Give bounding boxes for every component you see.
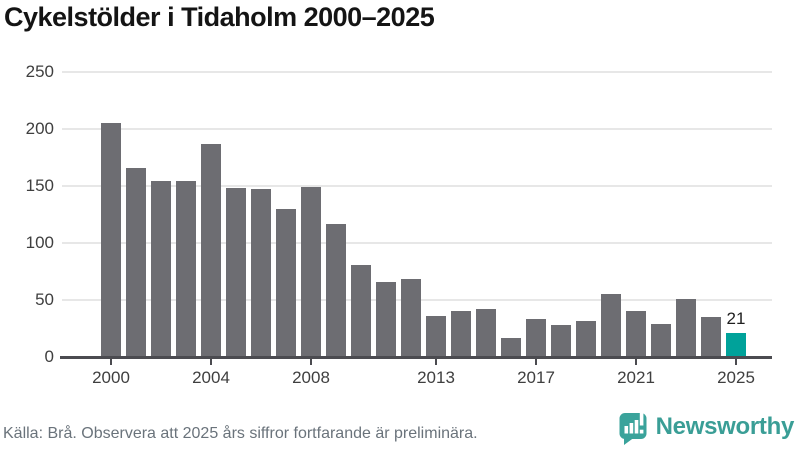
bar bbox=[176, 181, 196, 357]
y-axis-label: 250 bbox=[25, 62, 54, 81]
bar bbox=[126, 168, 146, 357]
y-axis-label: 0 bbox=[44, 347, 54, 366]
y-axis-label: 50 bbox=[35, 290, 54, 309]
x-axis-line bbox=[60, 356, 772, 359]
x-tick-label: 2008 bbox=[292, 368, 330, 387]
gridline bbox=[62, 242, 772, 244]
bar bbox=[501, 338, 521, 357]
bar bbox=[576, 321, 596, 357]
bar bbox=[376, 282, 396, 357]
gridline bbox=[62, 185, 772, 187]
bar bbox=[601, 294, 621, 357]
x-tick-label: 2025 bbox=[717, 368, 755, 387]
y-axis-label: 150 bbox=[25, 176, 54, 195]
source-note: Källa: Brå. Observera att 2025 års siffr… bbox=[3, 425, 478, 442]
bar bbox=[676, 299, 696, 357]
bar bbox=[276, 209, 296, 357]
bar bbox=[326, 224, 346, 357]
x-tick bbox=[310, 359, 312, 365]
bar bbox=[301, 187, 321, 357]
x-tick bbox=[735, 359, 737, 365]
bar bbox=[476, 309, 496, 357]
bar bbox=[526, 319, 546, 357]
x-tick-label: 2013 bbox=[417, 368, 455, 387]
bar bbox=[451, 311, 471, 357]
bar bbox=[201, 144, 221, 357]
x-tick-label: 2021 bbox=[617, 368, 655, 387]
x-tick-label: 2017 bbox=[517, 368, 555, 387]
bar bbox=[626, 311, 646, 357]
bar bbox=[651, 324, 671, 357]
bar-highlight bbox=[726, 333, 746, 357]
gridline bbox=[62, 71, 772, 73]
bar bbox=[251, 189, 271, 357]
x-tick bbox=[535, 359, 537, 365]
y-axis-label: 100 bbox=[25, 233, 54, 252]
newsworthy-logo-icon bbox=[619, 408, 648, 445]
brand-name: Newsworthy bbox=[655, 412, 795, 440]
x-tick bbox=[110, 359, 112, 365]
bar bbox=[701, 317, 721, 357]
bar bbox=[151, 181, 171, 357]
x-tick-label: 2000 bbox=[92, 368, 130, 387]
bar bbox=[101, 123, 121, 357]
x-tick bbox=[635, 359, 637, 365]
bar bbox=[551, 325, 571, 357]
x-tick bbox=[435, 359, 437, 365]
bar bbox=[401, 279, 421, 357]
bar bbox=[426, 316, 446, 357]
chart-title: Cykelstölder i Tidaholm 2000–2025 bbox=[4, 2, 435, 32]
gridline bbox=[62, 128, 772, 130]
x-tick bbox=[210, 359, 212, 365]
x-tick-label: 2004 bbox=[192, 368, 230, 387]
bar bbox=[226, 188, 246, 357]
bar bbox=[351, 265, 371, 357]
y-axis-label: 200 bbox=[25, 119, 54, 138]
bar-value-label: 21 bbox=[726, 309, 746, 328]
newsworthy-logo: Newsworthy bbox=[619, 408, 794, 445]
